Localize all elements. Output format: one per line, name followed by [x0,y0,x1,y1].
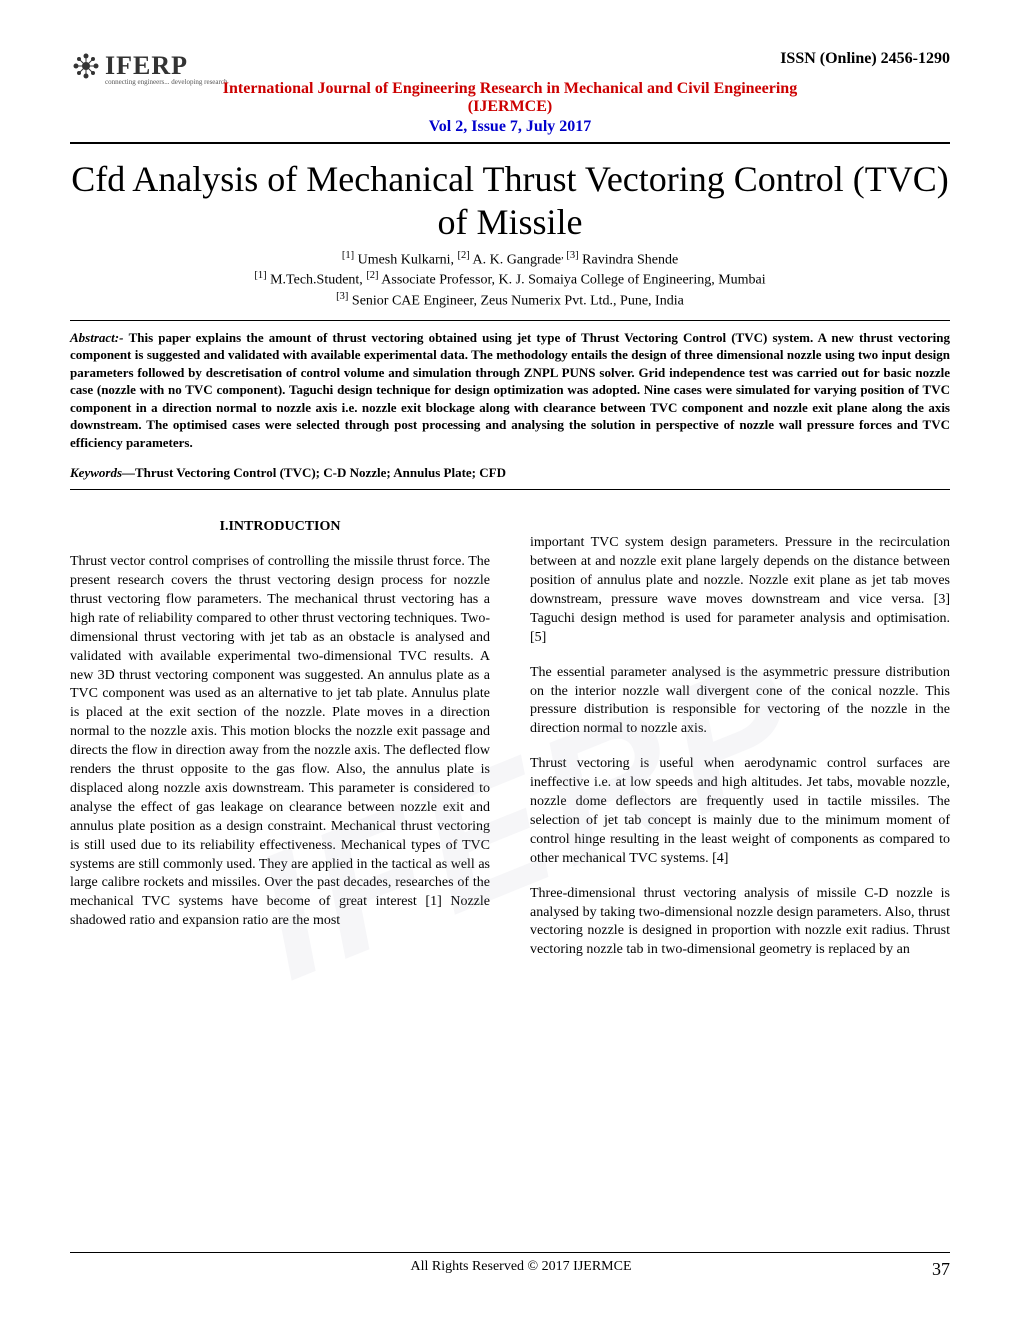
aff-3: Senior CAE Engineer, Zeus Numerix Pvt. L… [348,294,683,309]
footer: All Rights Reserved © 2017 IJERMCE 37 [70,1252,950,1280]
col2-para-3: Thrust vectoring is useful when aerodyna… [530,755,950,868]
keywords-text: Thrust Vectoring Control (TVC); C-D Nozz… [135,465,506,480]
aff-sup-3: [3] [336,291,348,302]
section-heading-intro: I.INTRODUCTION [70,518,490,537]
rule-after-authors [70,320,950,321]
author-2: A. K. Gangrade [470,253,561,268]
aff-1: M.Tech.Student, [267,273,367,288]
aff-2: Associate Professor, K. J. Somaiya Colle… [379,273,766,288]
rule-after-keywords [70,489,950,490]
issn: ISSN (Online) 2456-1290 [780,50,950,68]
author-sup-3: , [3] [561,250,579,261]
iferp-logo-icon [70,50,102,82]
affiliations: [1] M.Tech.Student, [2] Associate Profes… [70,269,950,312]
footer-rule [70,1252,950,1253]
abstract-label: Abstract:- [70,330,129,345]
col2-para-2: The essential parameter analysed is the … [530,664,950,740]
author-3: Ravindra Shende [579,253,679,268]
header-rule [70,142,950,144]
aff-sup-2: [2] [366,270,378,281]
abstract: Abstract:- This paper explains the amoun… [70,329,950,452]
authors: [1] Umesh Kulkarni, [2] A. K. Gangrade, … [70,250,950,269]
abstract-text: This paper explains the amount of thrust… [70,330,950,450]
column-right: important TVC system design parameters. … [530,498,950,976]
paper-title: Cfd Analysis of Mechanical Thrust Vector… [70,158,950,244]
author-sup-1: [1] [342,250,354,261]
aff-sup-1: [1] [254,270,266,281]
keywords-label: Keywords— [70,465,135,480]
footer-copyright: All Rights Reserved © 2017 IJERMCE [110,1259,932,1280]
column-left: I.INTRODUCTION Thrust vector control com… [70,498,490,976]
body-columns: I.INTRODUCTION Thrust vector control com… [70,498,950,976]
col1-para-1: Thrust vector control comprises of contr… [70,553,490,931]
author-sup-2: [2] [458,250,470,261]
journal-abbrev: (IJERMCE) [70,98,950,116]
logo-section: IFERP connecting engineers... developing… [70,50,227,86]
logo-subtitle: connecting engineers... developing resea… [105,78,227,86]
author-1: Umesh Kulkarni, [354,253,457,268]
logo-text: IFERP [105,51,188,81]
page-number: 37 [932,1259,950,1280]
col2-para-1: important TVC system design parameters. … [530,534,950,647]
vol-issue: Vol 2, Issue 7, July 2017 [70,118,950,136]
col2-para-4: Three-dimensional thrust vectoring analy… [530,885,950,961]
keywords: Keywords—Thrust Vectoring Control (TVC);… [70,465,950,481]
